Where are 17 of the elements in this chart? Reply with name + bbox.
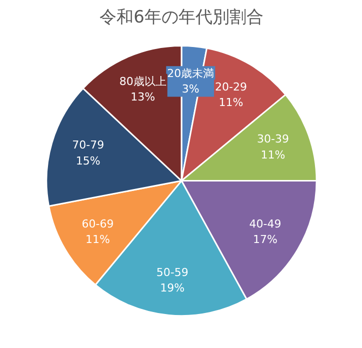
data-label: 11% bbox=[260, 148, 286, 162]
slice-label: 30-39 bbox=[257, 132, 289, 146]
data-label: 13% bbox=[130, 90, 156, 104]
slice-label: 40-49 bbox=[249, 217, 282, 230]
chart-title: 令和6年の年代別割合 bbox=[100, 8, 264, 28]
slice-label: 60-69 bbox=[82, 217, 114, 230]
data-label: 11% bbox=[218, 96, 244, 110]
data-label: 3% bbox=[182, 82, 200, 96]
data-label: 17% bbox=[252, 232, 278, 246]
slice-label: 20歳未満 bbox=[167, 67, 214, 80]
slice-label: 80歳以上 bbox=[119, 74, 166, 88]
slice-label: 20-29 bbox=[215, 80, 247, 94]
data-label: 15% bbox=[76, 154, 100, 168]
slice-label: 70-79 bbox=[72, 138, 104, 152]
data-label: 11% bbox=[86, 232, 110, 246]
slice-label: 50-59 bbox=[156, 266, 188, 279]
data-label: 19% bbox=[160, 281, 185, 294]
